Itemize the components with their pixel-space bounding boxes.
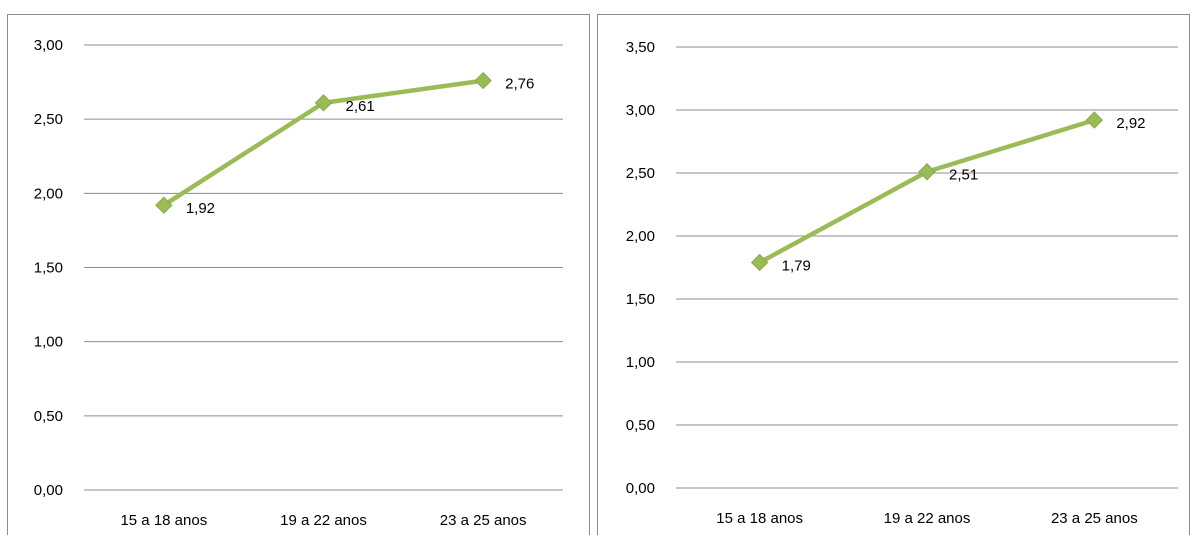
y-tick-label: 2,00 (34, 185, 63, 202)
y-tick-label: 2,50 (626, 165, 655, 182)
y-tick-label: 2,50 (34, 111, 63, 128)
chart-panel-right: 0,00 0,50 1,00 1,50 2,00 2,50 3,00 3,50 15 a 18 … (597, 14, 1190, 535)
data-point-marker (918, 163, 936, 181)
x-tick-label: 19 a 22 anos (280, 512, 367, 529)
y-tick-label: 1,00 (626, 354, 655, 371)
data-label: 1,92 (186, 200, 215, 217)
y-tick-label: 1,50 (34, 260, 63, 277)
x-tick-label: 15 a 18 anos (120, 512, 207, 529)
x-tick-label: 23 a 25 anos (1051, 510, 1138, 527)
y-tick-label: 3,00 (626, 102, 655, 119)
line-chart-left: 0,00 0,50 1,00 1,50 2,00 2,50 3,00 15 a 18 anos… (34, 37, 563, 529)
data-label: 2,51 (949, 167, 978, 184)
y-tick-label: 0,00 (626, 480, 655, 497)
data-point-marker (750, 253, 769, 272)
series-line (757, 117, 1097, 265)
data-label: 1,79 (782, 257, 811, 274)
chart-panel-left: 0,00 0,50 1,00 1,50 2,00 2,50 3,00 15 a 18 anos… (7, 14, 590, 535)
data-label: 2,61 (346, 98, 375, 115)
y-tick-label: 0,00 (34, 482, 63, 499)
y-tick-label: 2,00 (626, 228, 655, 245)
y-tick-label: 0,50 (626, 417, 655, 434)
y-tick-label: 3,50 (626, 39, 655, 56)
line-chart-right: 0,00 0,50 1,00 1,50 2,00 2,50 3,00 3,50 15 a 18 … (626, 39, 1178, 527)
y-tick-label: 3,00 (34, 37, 63, 54)
data-label: 2,92 (1116, 115, 1145, 132)
data-point-marker (1085, 111, 1104, 129)
y-tick-label: 0,50 (34, 408, 63, 425)
data-point-marker (474, 71, 492, 90)
y-tick-label: 1,50 (626, 291, 655, 308)
x-tick-label: 15 a 18 anos (716, 510, 803, 527)
y-tick-label: 1,00 (34, 334, 63, 351)
data-point-marker (155, 196, 173, 214)
x-tick-label: 19 a 22 anos (884, 510, 971, 527)
x-tick-label: 23 a 25 anos (440, 512, 527, 529)
data-point-marker (314, 94, 333, 112)
data-label: 2,76 (505, 76, 534, 93)
